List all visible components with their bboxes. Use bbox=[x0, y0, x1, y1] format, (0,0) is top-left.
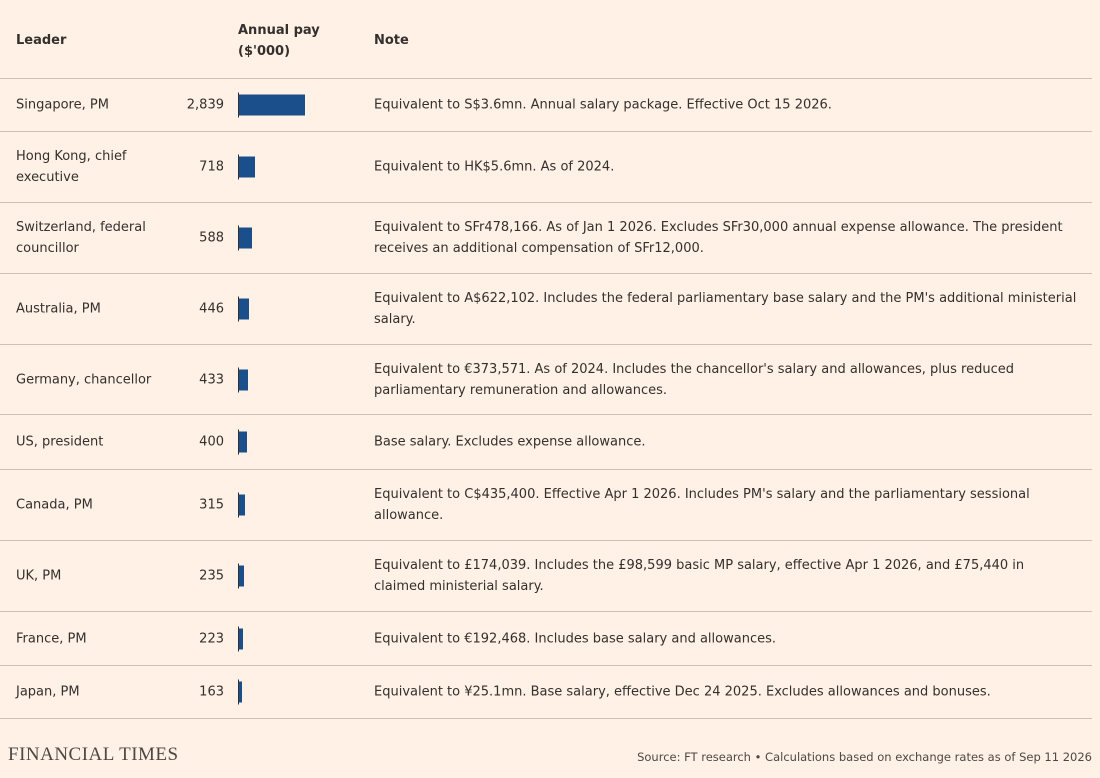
annual-pay: 223 bbox=[199, 631, 224, 646]
table-row: France, PM 223 Equivalent to €192,468. Inc… bbox=[0, 612, 1092, 666]
annual-pay: 446 bbox=[199, 301, 224, 317]
source: Source: FT research • Calculations based… bbox=[637, 750, 1092, 764]
pay-bar bbox=[238, 679, 242, 705]
annual-pay: 163 bbox=[199, 684, 224, 700]
note: Equivalent to €192,468. Includes base sa… bbox=[374, 631, 776, 646]
note: Equivalent to HK$5.6mn. As of 2024. bbox=[374, 159, 615, 175]
pay-bar bbox=[238, 492, 246, 518]
note: Equivalent to £174,039. Includes the £98… bbox=[374, 558, 1025, 594]
note: Equivalent to €373,571. As of 2024. Incl… bbox=[374, 361, 1014, 398]
table-row: Singapore, PM 2,839 Equivalent to S$3.6mn.… bbox=[0, 79, 1092, 132]
table-row: Germany, chancellor 433 Equivalent to €373… bbox=[0, 345, 1092, 415]
leader: Hong Kong, chief executive bbox=[16, 149, 127, 185]
table-body: Singapore, PM 2,839 Equivalent to S$3.6mn.… bbox=[0, 79, 1092, 719]
note: Equivalent to A$622,102. Includes the fe… bbox=[374, 291, 1077, 327]
leader: UK, PM bbox=[16, 568, 62, 584]
leader: Singapore, PM bbox=[16, 97, 109, 113]
table-row: Canada, PM 315 Equivalent to C$435,400. Ef… bbox=[0, 470, 1092, 541]
table-row: Japan, PM 163 Equivalent to ¥25.1mn. Base … bbox=[0, 666, 1092, 719]
annual-pay: 433 bbox=[199, 372, 224, 387]
annual-pay: 718 bbox=[199, 159, 224, 175]
pay-bar bbox=[238, 367, 249, 392]
table-row: UK, PM 235 Equivalent to £174,039. Include… bbox=[0, 541, 1092, 612]
note: Equivalent to C$435,400. Effective Apr 1… bbox=[374, 487, 1030, 523]
note: Base salary. Excludes expense allowance. bbox=[374, 434, 646, 450]
note: Equivalent to S$3.6mn. Annual salary pac… bbox=[374, 97, 832, 113]
annual-pay: 2,839 bbox=[186, 97, 224, 113]
pay-bar bbox=[238, 563, 244, 589]
header-pay: Annual pay ($'000) bbox=[238, 23, 320, 59]
table-header: Leader Annual pay ($'000) Note bbox=[0, 0, 1092, 79]
table-row: Switzerland, federal councillor 588 Equiva… bbox=[0, 203, 1092, 274]
leader: Canada, PM bbox=[16, 497, 93, 513]
table-row: Australia, PM 446 Equivalent to A$622,102.… bbox=[0, 274, 1092, 345]
leader: Australia, PM bbox=[16, 301, 101, 317]
leader: Germany, chancellor bbox=[16, 372, 152, 387]
pay-bar bbox=[238, 225, 252, 251]
annual-pay: 400 bbox=[199, 434, 224, 450]
leader: France, PM bbox=[16, 631, 87, 646]
leader: US, president bbox=[16, 434, 104, 450]
table-row: Hong Kong, chief executive 718 Equivalent … bbox=[0, 132, 1092, 203]
note: Equivalent to ¥25.1mn. Base salary, effe… bbox=[374, 684, 991, 700]
leader: Switzerland, federal councillor bbox=[16, 220, 146, 256]
header-leader: Leader bbox=[16, 33, 67, 48]
logo: FINANCIAL TIMES bbox=[8, 744, 179, 765]
annual-pay: 588 bbox=[199, 230, 224, 246]
table-row: US, president 400 Base salary. Excludes ex… bbox=[0, 415, 1092, 470]
leader: Japan, PM bbox=[16, 684, 80, 700]
pay-bar bbox=[238, 154, 255, 180]
annual-pay: 235 bbox=[199, 568, 224, 584]
pay-bar bbox=[238, 626, 244, 651]
note: Equivalent to SFr478,166. As of Jan 1 20… bbox=[374, 220, 1063, 256]
annual-pay: 315 bbox=[199, 497, 224, 513]
pay-bar bbox=[238, 92, 305, 118]
pay-bar bbox=[238, 429, 248, 455]
pay-bar bbox=[238, 296, 249, 322]
header-note: Note bbox=[374, 33, 409, 48]
